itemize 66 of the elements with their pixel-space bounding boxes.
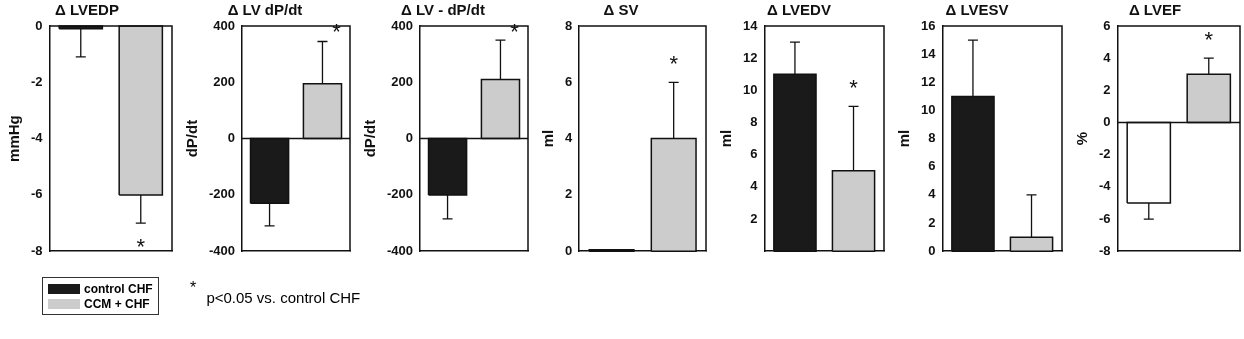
annotation: *	[849, 75, 859, 101]
y-tick-label: -6	[31, 186, 43, 202]
y-axis-title: mmHg	[5, 115, 23, 162]
y-axis-title: %	[1073, 131, 1091, 146]
y-tick-label: -6	[1099, 210, 1111, 226]
chart-title: Δ LVEF	[1128, 1, 1182, 19]
y-tick-label: 6	[928, 158, 936, 174]
y-tick-label: 4	[928, 186, 937, 202]
chart-title: Δ LVESV	[945, 1, 1009, 19]
chart-title: Δ SV	[603, 1, 639, 19]
annotation: *	[1204, 27, 1214, 53]
y-tick-label: -400	[208, 242, 236, 258]
chart-title: Δ LVEDP	[55, 1, 119, 19]
y-tick-label: 8	[750, 114, 758, 130]
y-tick-label: 12	[742, 49, 758, 65]
y-tick-label: 2	[1103, 81, 1111, 97]
y-axis-title: ml	[539, 129, 557, 148]
y-tick-label: 4	[750, 178, 759, 194]
y-tick-label: 4	[565, 130, 573, 146]
y-axis-title: ml	[895, 129, 913, 148]
y-tick-label: 2	[565, 186, 573, 202]
y-tick-label: 200	[391, 73, 414, 89]
y-axis-title: ml	[717, 129, 735, 148]
y-tick-label: 400	[391, 17, 414, 33]
y-tick-label: 6	[750, 146, 758, 162]
annotation: *	[136, 234, 146, 260]
y-tick-label: 6	[1103, 17, 1111, 33]
y-tick-label: 12	[920, 73, 936, 89]
y-tick-label: 4	[1103, 49, 1112, 65]
y-tick-label: 14	[742, 17, 759, 33]
y-tick-label: 0	[928, 242, 936, 258]
y-tick-label: 0	[227, 130, 236, 146]
y-tick-label: 0	[565, 242, 573, 258]
annotation: *	[669, 51, 679, 77]
y-tick-label: 0	[405, 130, 414, 146]
chart-title: Δ LVEDV	[767, 1, 831, 19]
y-tick-label: -200	[386, 186, 414, 202]
y-tick-label: 10	[742, 81, 758, 97]
y-axis-title: dP/dt	[361, 119, 379, 158]
y-tick-label: -200	[208, 186, 236, 202]
y-tick-label: -4	[1099, 178, 1112, 194]
y-tick-label: 8	[928, 130, 936, 146]
y-tick-label: -8	[31, 242, 43, 258]
y-tick-label: 16	[920, 17, 936, 33]
annotation: *	[332, 19, 342, 45]
y-tick-label: 14	[920, 45, 937, 61]
y-tick-label: 0	[35, 17, 43, 33]
y-tick-label: -2	[31, 73, 43, 89]
y-tick-label: 10	[920, 102, 936, 118]
y-tick-label: 2	[750, 210, 758, 226]
y-tick-label: -8	[1099, 242, 1111, 258]
y-tick-label: -2	[1099, 146, 1111, 162]
y-tick-label: 2	[928, 214, 936, 230]
y-tick-label: -400	[386, 242, 414, 258]
legend-label: control CHF	[84, 281, 153, 296]
legend-label: CCM + CHF	[84, 296, 150, 311]
chart-title: Δ LV dP/dt	[227, 1, 303, 19]
chart-title: Δ LV - dP/dt	[401, 1, 485, 19]
y-tick-label: 8	[565, 17, 573, 33]
y-axis-title: dP/dt	[183, 119, 201, 158]
y-tick-label: 200	[213, 73, 236, 89]
y-tick-label: 6	[565, 73, 573, 89]
y-tick-label: 0	[1103, 114, 1111, 130]
y-tick-label: 400	[213, 17, 236, 33]
y-tick-label: -4	[31, 130, 44, 146]
annotation: *	[510, 19, 520, 45]
